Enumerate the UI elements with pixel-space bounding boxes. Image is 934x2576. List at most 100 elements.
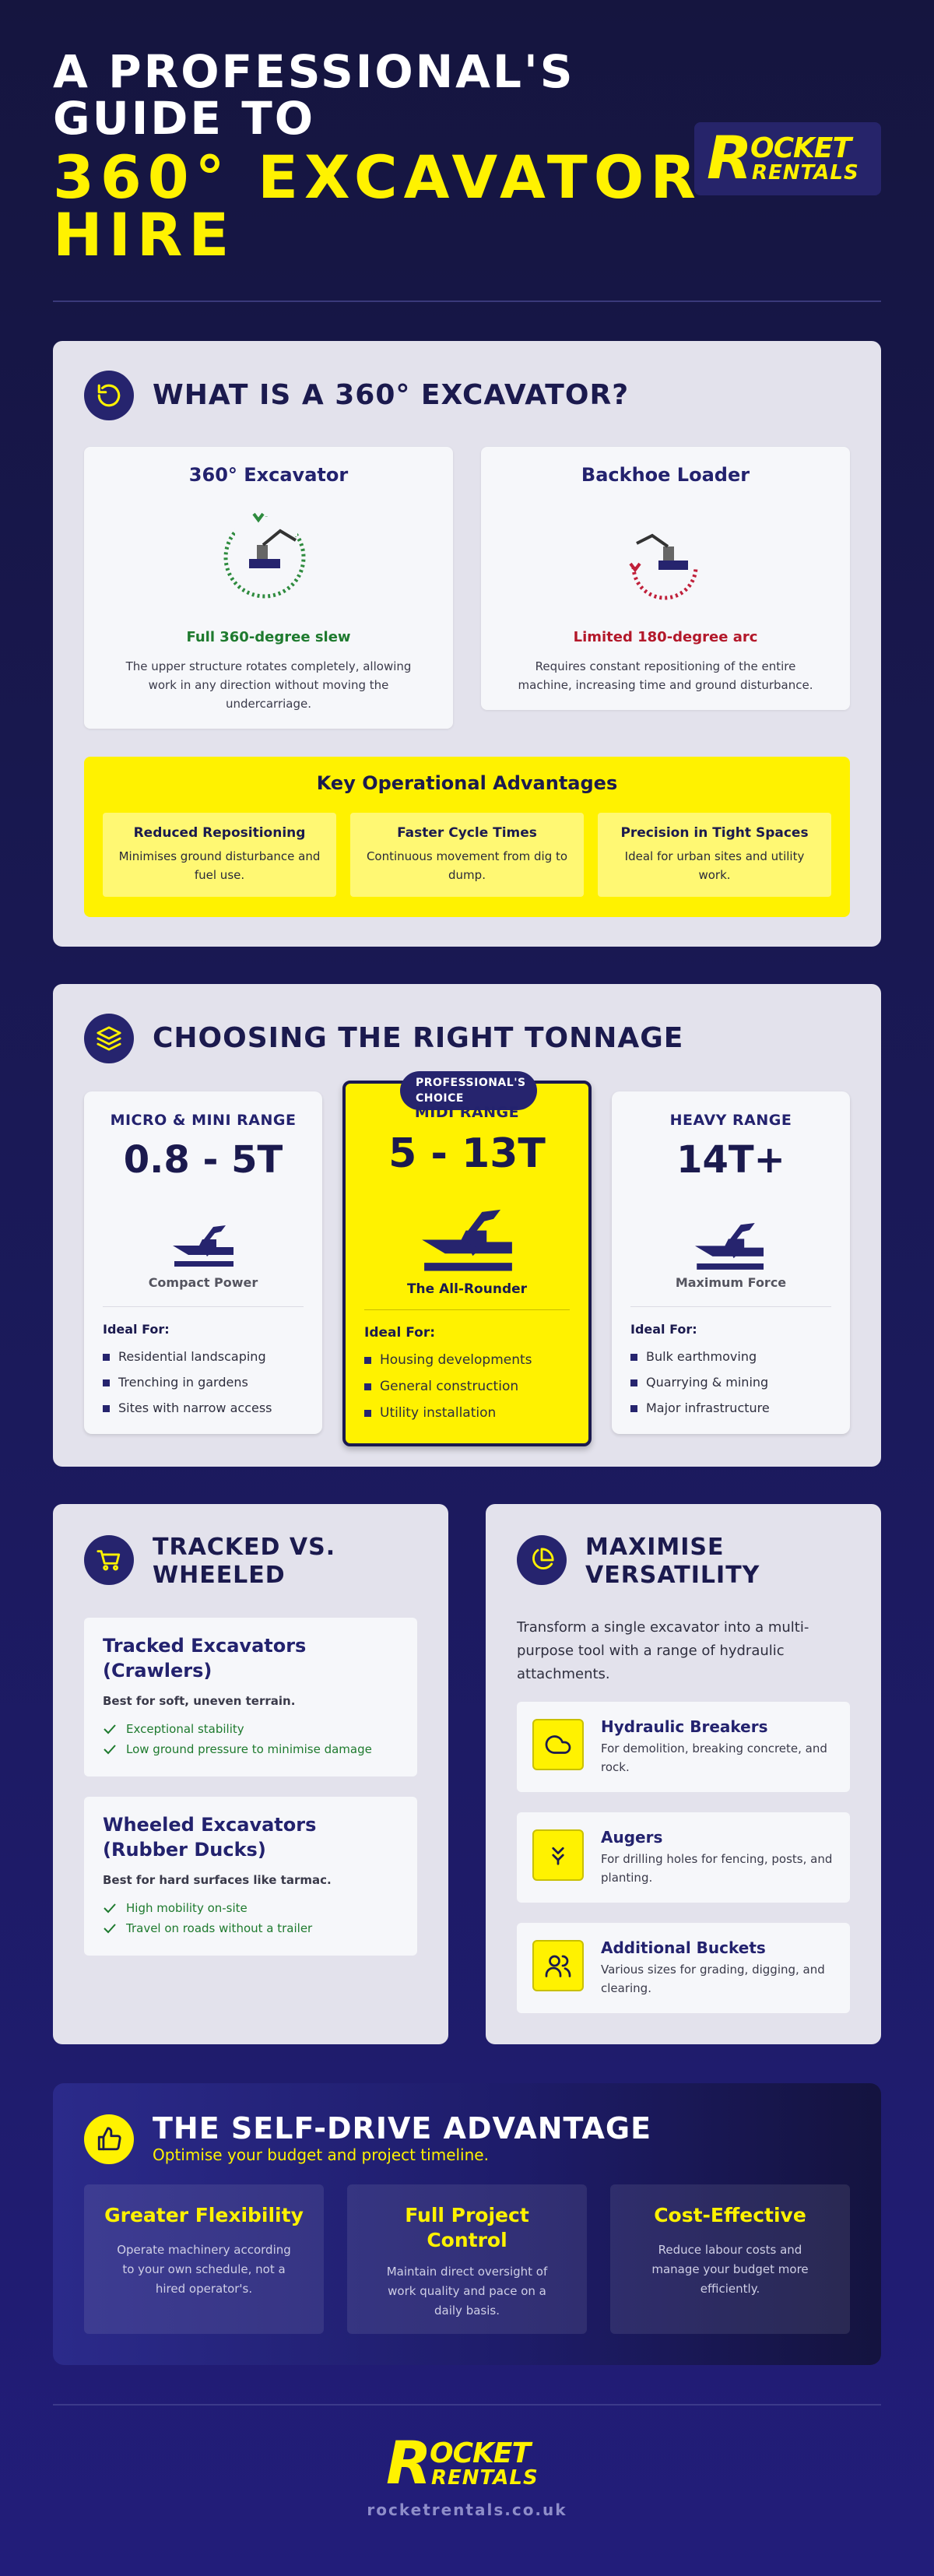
- tracked-point: Exceptional stability: [103, 1722, 244, 1736]
- title-line-2: GUIDE TO: [53, 92, 316, 145]
- advantages-box: Key Operational Advantages Reduced Repos…: [84, 757, 850, 917]
- tier-use-item: Utility installation: [364, 1404, 576, 1422]
- versatility-title-1: MAXIMISE: [585, 1534, 725, 1561]
- rotate-icon: [84, 371, 134, 420]
- versatility-title-2: VERSATILITY: [585, 1562, 760, 1589]
- tier-divider: [630, 1306, 831, 1307]
- what-is-section: WHAT IS A 360° EXCAVATOR? 360° Excavator…: [53, 341, 881, 947]
- cart-icon: [84, 1535, 134, 1585]
- self-drive-column-description: Reduce labour costs and manage your budg…: [651, 2243, 809, 2296]
- excavator-icon: [422, 1209, 512, 1271]
- advantage-item-description: Minimises ground disturbance and fuel us…: [118, 849, 321, 882]
- backhoe-card-title: Backhoe Loader: [581, 464, 750, 486]
- backhoe-card: Backhoe Loader Limited 180-degree arc Re…: [481, 447, 850, 710]
- tonnage-title: CHOOSING THE RIGHT TONNAGE: [153, 1022, 684, 1054]
- footer-logo[interactable]: R OCKET RENTALS: [386, 2434, 550, 2496]
- tracked-title-1: Tracked Excavators: [103, 1635, 307, 1657]
- tier-ideal-label: Ideal For:: [630, 1322, 697, 1337]
- self-drive-column: Greater Flexibility Operate machinery ac…: [84, 2184, 324, 2334]
- check-icon: [104, 1724, 116, 1734]
- header-divider: [53, 300, 881, 302]
- excavator-icon: [694, 1223, 764, 1270]
- tier-tagline: Maximum Force: [675, 1275, 787, 1290]
- tier-range: 5 - 13T: [388, 1130, 546, 1177]
- logo-letter: R: [707, 123, 753, 192]
- backhoe-180-icon: [629, 533, 698, 600]
- tier-range: 14T+: [676, 1138, 785, 1182]
- tier-use-item: Residential landscaping: [103, 1348, 310, 1365]
- tier-use-item: Major infrastructure: [630, 1400, 837, 1417]
- tier-name: MIDI RANGE: [414, 1104, 520, 1121]
- tier-ideal-label: Ideal For:: [103, 1322, 170, 1337]
- title-line-3: 360° EXCAVATOR: [53, 142, 702, 212]
- layers-icon: [84, 1014, 134, 1063]
- self-drive-subtitle: Optimise your budget and project timelin…: [153, 2145, 489, 2164]
- tracked-wheeled-section: TRACKED VS. WHEELED Tracked Excavators (…: [53, 1504, 448, 2044]
- self-drive-title: THE SELF-DRIVE ADVANTAGE: [153, 2111, 652, 2145]
- tracked-point: Low ground pressure to minimise damage: [103, 1742, 372, 1756]
- logo-word-2: RENTALS: [431, 2466, 539, 2490]
- advantage-item: Precision in Tight Spaces Ideal for urba…: [598, 813, 831, 897]
- tier-use-item: Housing developments: [364, 1351, 576, 1369]
- tier-use-list: Residential landscaping Trenching in gar…: [103, 1348, 310, 1425]
- tier-use-item: Sites with narrow access: [103, 1400, 310, 1417]
- wheeled-point: Travel on roads without a trailer: [103, 1921, 312, 1935]
- attachment-title: Hydraulic Breakers: [601, 1717, 768, 1736]
- attachment-description: For demolition, breaking concrete, and r…: [601, 1741, 827, 1774]
- tier-card-heavy: HEAVY RANGE 14T+ Maximum Force Ideal For…: [612, 1091, 850, 1434]
- wheeled-note: Best for hard surfaces like tarmac.: [103, 1873, 332, 1887]
- check-icon: [104, 1903, 116, 1914]
- self-drive-column-title: Full Project Control: [405, 2204, 529, 2251]
- attachment-description: Various sizes for grading, digging, and …: [601, 1963, 825, 1995]
- advantage-item-title: Faster Cycle Times: [397, 825, 537, 841]
- self-drive-column-title: Cost-Effective: [654, 2204, 806, 2226]
- excavator-card-description: The upper structure rotates completely, …: [125, 659, 412, 711]
- tracked-wheeled-title-1: TRACKED VS.: [153, 1534, 336, 1561]
- wheeled-card: Wheeled Excavators (Rubber Ducks) Best f…: [84, 1797, 417, 1956]
- cloud-icon: [532, 1719, 584, 1770]
- excavator-360-icon: [223, 512, 306, 599]
- advantage-item-title: Reduced Repositioning: [133, 825, 306, 841]
- tier-tagline: Compact Power: [148, 1275, 258, 1290]
- logo-word-2: RENTALS: [752, 161, 859, 185]
- self-drive-column: Full Project Control Maintain direct ove…: [347, 2184, 587, 2334]
- versatility-intro: Transform a single excavator into a mult…: [517, 1619, 809, 1682]
- self-drive-column: Cost-Effective Reduce labour costs and m…: [610, 2184, 850, 2334]
- tier-use-item: General construction: [364, 1378, 576, 1395]
- tier-name: MICRO & MINI RANGE: [110, 1112, 297, 1129]
- tier-use-item: Bulk earthmoving: [630, 1348, 837, 1365]
- tier-divider: [103, 1306, 304, 1307]
- tracked-card: Tracked Excavators (Crawlers) Best for s…: [84, 1618, 417, 1776]
- advantage-item-description: Continuous movement from dig to dump.: [366, 849, 568, 882]
- tier-card-midi: PROFESSIONAL'S CHOICE MIDI RANGE 5 - 13T…: [342, 1071, 592, 1446]
- excavator-card-title: 360° Excavator: [188, 464, 349, 486]
- tonnage-section: CHOOSING THE RIGHT TONNAGE MICRO & MINI …: [53, 984, 881, 1467]
- advantage-item-description: Ideal for urban sites and utility work.: [624, 849, 805, 882]
- check-icon: [104, 1924, 116, 1934]
- logo-letter: R: [386, 2428, 432, 2497]
- brand-logo: R OCKET RENTALS: [707, 128, 870, 191]
- logo-word-1: OCKET: [750, 132, 851, 164]
- backhoe-card-subtitle: Limited 180-degree arc: [573, 629, 758, 645]
- attachment-item: Augers For drilling holes for fencing, p…: [517, 1812, 850, 1903]
- wheeled-point: High mobility on-site: [103, 1901, 248, 1915]
- wheeled-title-2: (Rubber Ducks): [103, 1839, 266, 1861]
- tier-use-item: Quarrying & mining: [630, 1374, 837, 1391]
- tier-card-micro: MICRO & MINI RANGE 0.8 - 5T Compact Powe…: [84, 1091, 322, 1434]
- tier-divider: [364, 1309, 570, 1310]
- footer-divider: [53, 2404, 881, 2406]
- advantage-item-title: Precision in Tight Spaces: [620, 825, 809, 841]
- attachment-item: Additional Buckets Various sizes for gra…: [517, 1923, 850, 2013]
- advantages-title: Key Operational Advantages: [316, 772, 618, 794]
- advantage-item: Reduced Repositioning Minimises ground d…: [103, 813, 336, 897]
- professionals-choice-badge: PROFESSIONAL'S CHOICE: [400, 1071, 537, 1110]
- tracked-wheeled-title-2: WHEELED: [153, 1562, 286, 1589]
- tier-tagline: The All-Rounder: [406, 1281, 528, 1297]
- footer-website-link[interactable]: rocketrentals.co.uk: [367, 2500, 567, 2519]
- header: A PROFESSIONAL'S GUIDE TO 360° EXCAVATOR…: [53, 48, 881, 302]
- self-drive-section: THE SELF-DRIVE ADVANTAGE Optimise your b…: [53, 2083, 881, 2365]
- tier-range: 0.8 - 5T: [123, 1138, 283, 1182]
- backhoe-card-description: Requires constant repositioning of the e…: [518, 659, 813, 692]
- users-icon: [532, 1940, 584, 1991]
- what-is-title: WHAT IS A 360° EXCAVATOR?: [153, 379, 630, 411]
